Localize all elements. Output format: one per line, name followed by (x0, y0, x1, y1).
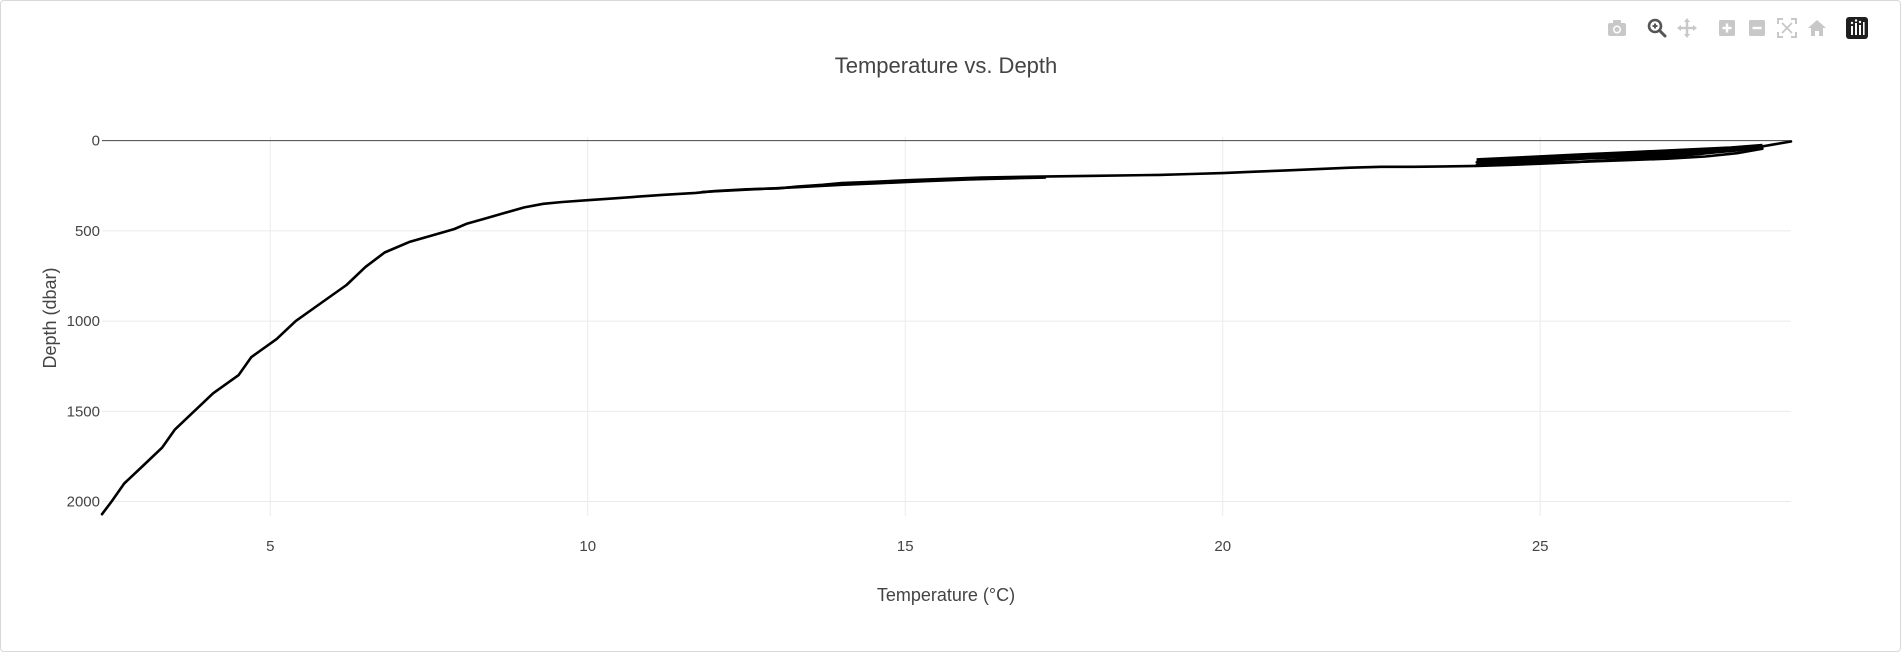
y-tick-label: 0 (92, 133, 100, 150)
series-line[interactable] (700, 176, 1047, 194)
zoom-in-icon (1719, 20, 1735, 36)
x-gridlines (269, 137, 1541, 516)
y-axis-title: Depth (dbar) (40, 267, 60, 368)
series-line[interactable] (100, 140, 1793, 516)
y-tick-label: 500 (75, 223, 100, 240)
x-tick-label: 25 (1532, 538, 1549, 555)
y-tick-labels: 0 500 1000 1500 2000 (67, 133, 100, 511)
plot-traces[interactable] (100, 140, 1793, 516)
x-axis-title: Temperature (°C) (877, 585, 1015, 605)
chart-title: Temperature vs. Depth (835, 53, 1058, 78)
y-tick-label: 1000 (67, 313, 100, 330)
home-button[interactable] (1802, 15, 1832, 41)
plotly-logo-icon (1846, 17, 1868, 39)
y-gridlines (102, 230, 1791, 503)
zoom-in-button[interactable] (1712, 15, 1742, 41)
x-tick-labels: 5 10 15 20 25 (266, 538, 1548, 555)
y-tick-label: 1500 (67, 403, 100, 420)
zoom-out-icon (1749, 20, 1765, 36)
pan-button[interactable] (1672, 15, 1702, 41)
zoom-icon (1647, 18, 1667, 38)
autoscale-button[interactable] (1772, 15, 1802, 41)
autoscale-icon (1777, 18, 1797, 38)
series-line[interactable] (1476, 145, 1763, 166)
modebar (1602, 15, 1872, 41)
x-tick-label: 10 (579, 538, 596, 555)
pan-icon (1677, 18, 1697, 38)
zoom-out-button[interactable] (1742, 15, 1772, 41)
series-line[interactable] (1475, 147, 1764, 167)
x-tick-label: 20 (1214, 538, 1231, 555)
zoom-button[interactable] (1642, 15, 1672, 41)
x-tick-label: 5 (266, 538, 274, 555)
plotly-logo-button[interactable] (1842, 15, 1872, 41)
camera-icon (1608, 20, 1626, 36)
camera-button[interactable] (1602, 15, 1632, 41)
home-icon (1808, 20, 1826, 36)
y-tick-label: 2000 (67, 494, 100, 511)
x-tick-label: 15 (897, 538, 914, 555)
